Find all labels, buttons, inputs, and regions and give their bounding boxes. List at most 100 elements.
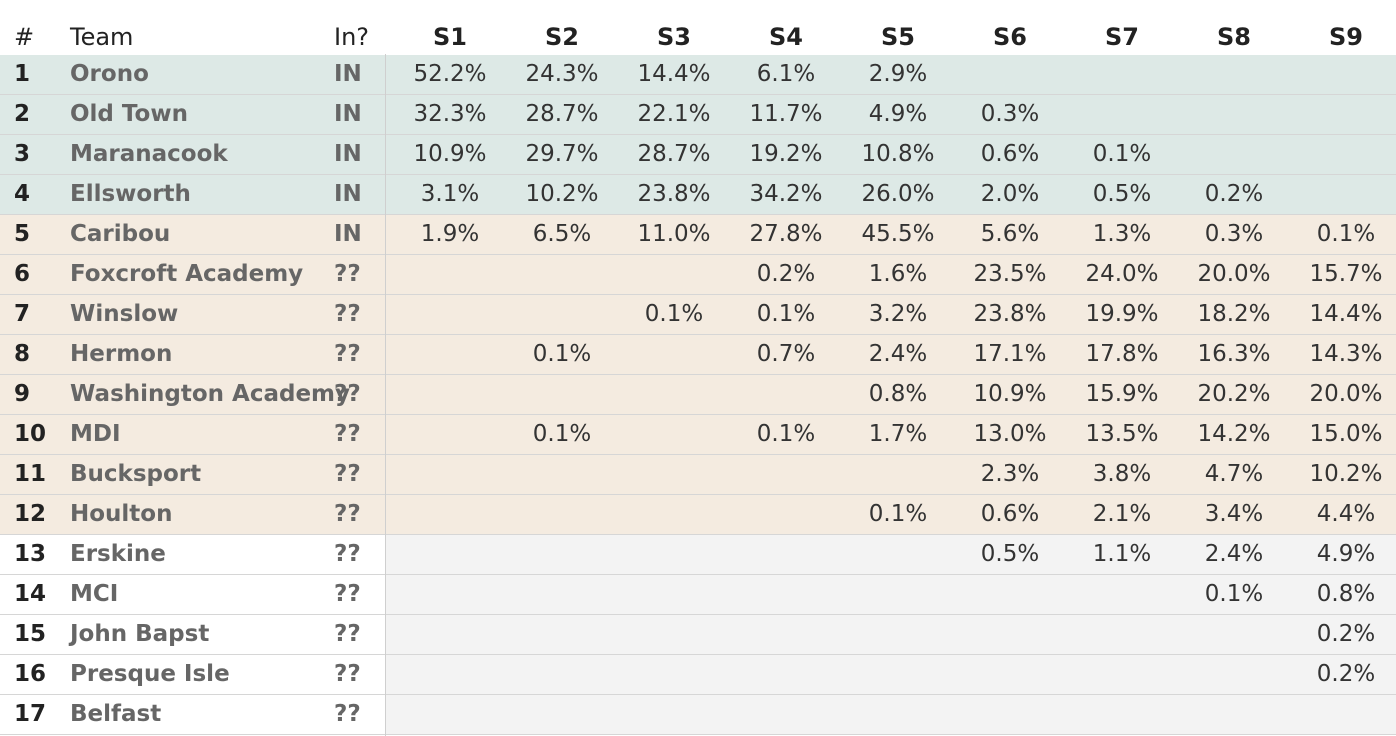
seed-probability-cell: 17.1% (973, 341, 1047, 367)
seed-probability-cell: 2.0% (980, 181, 1040, 207)
seed-probability-cell: 4.9% (1316, 541, 1376, 567)
seed-probability-cell: 19.9% (1085, 301, 1159, 327)
table-row: 7 Winslow?? 0.1% 0.1% 3.2% 23.8% 19.9% 18.2% 14.… (0, 295, 1396, 335)
seed-number: 9 (14, 381, 31, 407)
seed-probability-cell: 14.2% (1197, 421, 1271, 447)
seed-probability-cell (842, 455, 954, 494)
row-background-left (0, 615, 386, 655)
team-name: MCI (70, 581, 119, 607)
seed-probability-cell (1178, 55, 1290, 94)
seed-probability-cell: 18.2% (1197, 301, 1271, 327)
in-status: IN (334, 101, 362, 127)
team-name: Caribou (70, 221, 171, 247)
seed-probability-cell (618, 655, 730, 694)
table-row: 9 Washington Academy?? 0.8% 10.9% 15.9% 20.2%… (0, 375, 1396, 415)
seed-probability-cell: 0.1% (868, 501, 928, 527)
team-name: Houlton (70, 501, 173, 527)
seed-probability-cell (394, 375, 506, 414)
seed-probability-cell (394, 655, 506, 694)
seed-probability-cell: 28.7% (525, 101, 599, 127)
seed-probability-cell (618, 495, 730, 534)
team-name: Belfast (70, 701, 162, 727)
row-background-right (386, 455, 1396, 495)
seed-probability-cell: 10.2% (525, 181, 599, 207)
seed-number: 3 (14, 141, 31, 167)
seed-probability-cell (1290, 95, 1396, 134)
table-row: 15 John Bapst?? 0.2% (0, 615, 1396, 655)
row-background-left (0, 135, 386, 175)
seed-probability-cell (618, 335, 730, 374)
in-status: IN (334, 61, 362, 87)
seed-probability-cell: 0.1% (532, 421, 592, 447)
seed-probability-cell: 0.1% (1316, 221, 1376, 247)
seed-probability-cell (1066, 655, 1178, 694)
seed-probability-cell (506, 615, 618, 654)
seed-probability-cell: 4.9% (868, 101, 928, 127)
row-background-right (386, 655, 1396, 695)
seed-probability-cell: 23.8% (637, 181, 711, 207)
seed-probability-cell (506, 375, 618, 414)
seed-probability-cell: 11.7% (749, 101, 823, 127)
seed-number: 15 (14, 621, 47, 647)
row-background-right (386, 295, 1396, 335)
in-status: ?? (334, 701, 361, 727)
seed-probability-cell (394, 575, 506, 614)
team-name: Ellsworth (70, 181, 191, 207)
seed-probability-cell: 2.9% (868, 61, 928, 87)
seed-probability-cell: 24.0% (1085, 261, 1159, 287)
header-seed-s7: S7 (1105, 23, 1139, 51)
seed-probability-cell (730, 495, 842, 534)
seed-probability-cell (394, 455, 506, 494)
header-seed-s3: S3 (657, 23, 691, 51)
header-seed-s8: S8 (1217, 23, 1251, 51)
in-status: ?? (334, 541, 361, 567)
seed-number: 5 (14, 221, 31, 247)
seed-number: 2 (14, 101, 31, 127)
seed-probability-cell (506, 455, 618, 494)
row-background-left (0, 375, 386, 415)
row-background-left (0, 655, 386, 695)
row-background-right (386, 135, 1396, 175)
seed-probability-cell: 1.1% (1092, 541, 1152, 567)
team-name: Presque Isle (70, 661, 230, 687)
row-background-right (386, 175, 1396, 215)
seed-probability-cell: 0.2% (756, 261, 816, 287)
seed-probability-cell: 10.9% (413, 141, 487, 167)
seed-probability-cell: 0.2% (1204, 181, 1264, 207)
team-name: Foxcroft Academy (70, 261, 304, 287)
seed-probability-cell: 14.4% (637, 61, 711, 87)
table-row: 1 Orono IN 52.2% 24.3% 14.4% 6.1% 2.9% (0, 55, 1396, 95)
row-background-left (0, 55, 386, 95)
seed-probability-cell: 26.0% (861, 181, 935, 207)
table-row: 3 Maranacook IN 10.9% 29.7% 28.7% 19.2% 10.8% 0.… (0, 135, 1396, 175)
seed-probability-cell: 20.2% (1197, 381, 1271, 407)
table-row: 16 Presque Isle?? 0.2% (0, 655, 1396, 695)
row-background-right (386, 95, 1396, 135)
seed-probability-cell: 52.2% (413, 61, 487, 87)
seed-probability-cell: 15.9% (1085, 381, 1159, 407)
row-background-right (386, 495, 1396, 535)
seed-probability-cell: 23.5% (973, 261, 1047, 287)
seed-probability-cell: 0.3% (1204, 221, 1264, 247)
seed-probability-cell (1066, 575, 1178, 614)
seed-probability-cell (506, 535, 618, 574)
seed-probability-cell: 0.1% (532, 341, 592, 367)
in-status: ?? (334, 381, 361, 407)
seed-probability-cell: 14.4% (1309, 301, 1383, 327)
seed-probability-cell: 2.3% (980, 461, 1040, 487)
seed-number: 8 (14, 341, 31, 367)
in-status: IN (334, 141, 362, 167)
seed-probability-cell: 2.1% (1092, 501, 1152, 527)
seed-probability-cell (506, 655, 618, 694)
seed-number: 11 (14, 461, 47, 487)
header-seed-s5: S5 (881, 23, 915, 51)
row-background-left (0, 215, 386, 255)
team-name: Old Town (70, 101, 188, 127)
header-seed-s6: S6 (993, 23, 1027, 51)
seed-probability-cell (618, 375, 730, 414)
in-status: ?? (334, 661, 361, 687)
in-status: IN (334, 221, 362, 247)
row-background-left (0, 415, 386, 455)
seed-probability-cell: 27.8% (749, 221, 823, 247)
seed-probability-cell: 0.6% (980, 501, 1040, 527)
